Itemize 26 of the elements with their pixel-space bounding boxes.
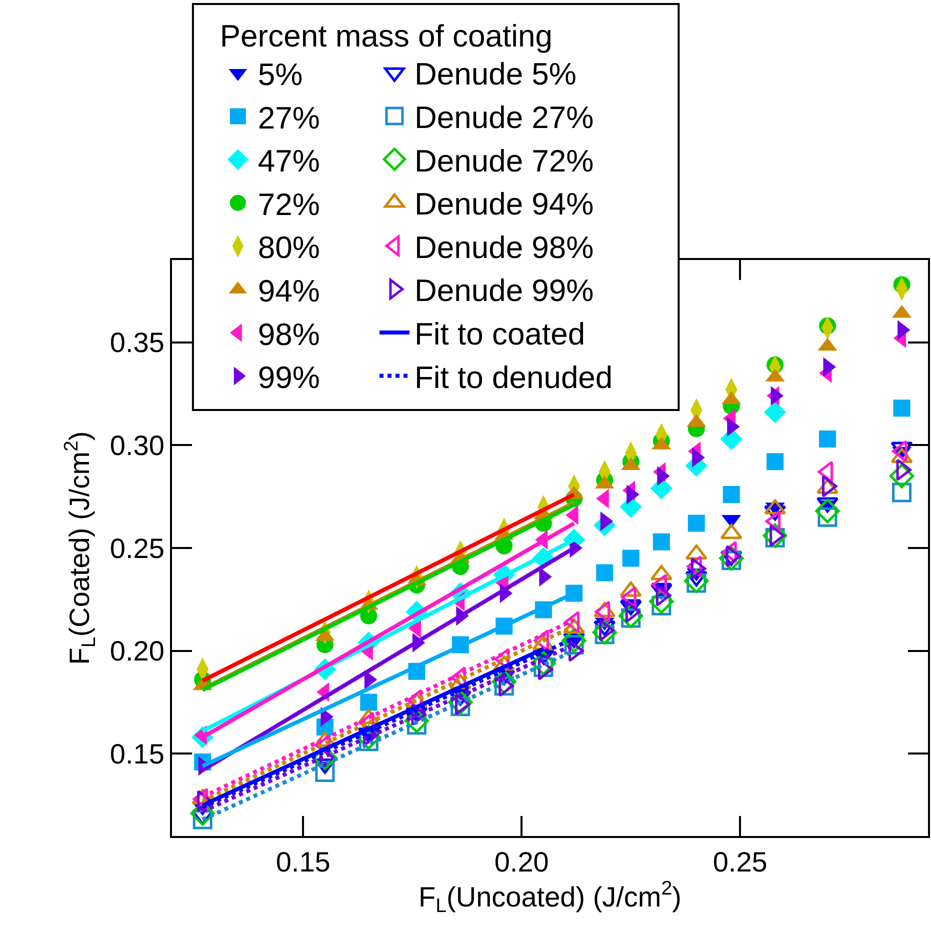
legend-label: 98% — [258, 316, 320, 352]
legend-title: Percent mass of coating — [220, 18, 552, 54]
legend-label: 72% — [258, 186, 320, 222]
y-tick-label: 0.35 — [110, 327, 164, 358]
legend-label: 5% — [258, 57, 303, 92]
legend-label: Denude 98% — [414, 230, 594, 265]
legend-label: Denude 72% — [414, 143, 594, 178]
legend-label: Fit to denuded — [414, 360, 613, 395]
legend-label: 47% — [258, 144, 320, 179]
legend-label: Denude 99% — [414, 273, 594, 308]
legend-label: 80% — [258, 230, 320, 266]
legend-label: Denude 5% — [414, 56, 576, 92]
legend-label: Fit to coated — [414, 316, 586, 352]
legend-label: 94% — [258, 274, 320, 309]
y-tick-label: 0.30 — [110, 430, 164, 461]
y-tick-label: 0.15 — [110, 738, 164, 770]
y-tick-label: 0.25 — [110, 532, 164, 564]
x-axis-title: F$_{L}$(Uncoated) (J/cm$^{2}$) — [418, 878, 682, 918]
legend-label: Denude 94% — [414, 186, 594, 222]
legend-label: 99% — [258, 360, 320, 396]
x-tick-label: 0.25 — [712, 846, 768, 878]
x-tick-label: 0.15 — [276, 846, 330, 878]
y-tick-label: 0.20 — [110, 636, 164, 667]
legend-label: Denude 27% — [414, 100, 594, 136]
x-tick-label: 0.20 — [494, 846, 549, 878]
legend-label: 27% — [258, 100, 320, 136]
